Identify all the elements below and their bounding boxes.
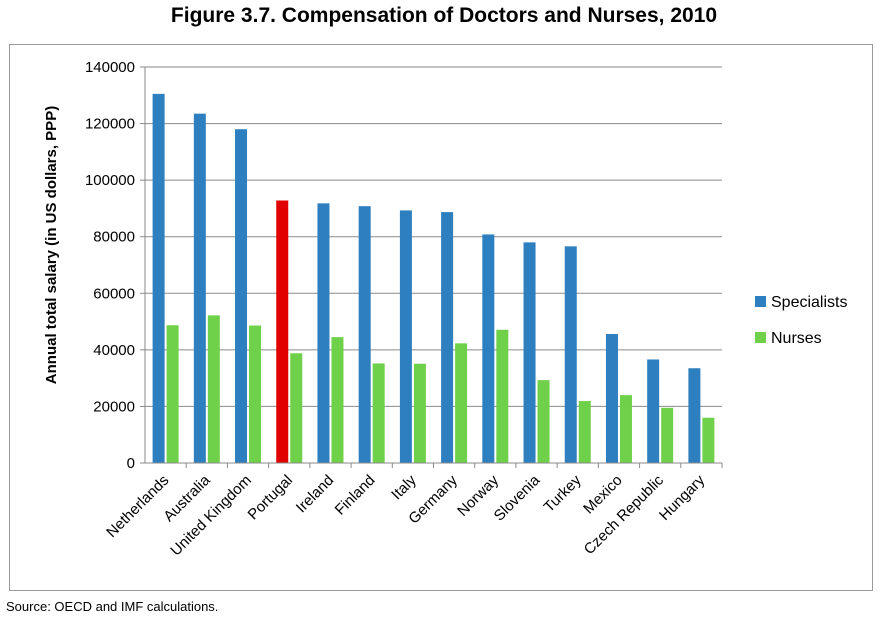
chart-title: Figure 3.7. Compensation of Doctors and … — [170, 4, 718, 27]
x-tick-label: Hungary — [656, 471, 708, 523]
bar-nurses-hungary — [702, 417, 715, 463]
bar-nurses-norway — [496, 329, 509, 463]
bar-specialists-turkey — [564, 246, 577, 463]
bar-nurses-portugal — [290, 353, 303, 463]
bar-specialists-norway — [482, 234, 495, 463]
bar-specialists-germany — [441, 212, 454, 463]
bar-nurses-czech-republic — [661, 407, 674, 463]
bar-specialists-australia — [193, 113, 206, 464]
bar-specialists-ireland — [317, 203, 330, 463]
source-note: Source: OECD and IMF calculations. — [6, 599, 219, 614]
bar-specialists-mexico — [605, 334, 618, 463]
bar-specialists-united-kingdom — [235, 129, 248, 463]
bar-nurses-australia — [207, 315, 220, 463]
bar-nurses-mexico — [619, 395, 632, 463]
y-tick-label: 140000 — [85, 59, 135, 76]
legend-label-specialists: Specialists — [771, 294, 847, 311]
bar-nurses-finland — [372, 363, 385, 463]
bar-nurses-netherlands — [166, 325, 179, 463]
bar-specialists-italy — [399, 210, 412, 463]
y-tick-label: 80000 — [93, 229, 135, 246]
bar-specialists-slovenia — [523, 242, 536, 463]
y-tick-label: 40000 — [93, 342, 135, 359]
bar-nurses-italy — [413, 363, 426, 463]
gridlines — [145, 66, 722, 407]
x-tick-label: Finland — [332, 472, 379, 519]
legend-swatch-specialists — [755, 296, 766, 307]
axes: 0 20000 40000 60000 80000 100000 120000 140000 N… — [43, 59, 723, 559]
bar-nurses-germany — [455, 343, 468, 463]
legend-swatch-nurses — [755, 332, 766, 343]
y-tick-label: 100000 — [85, 172, 135, 189]
bars — [152, 93, 715, 464]
bar-nurses-slovenia — [537, 380, 550, 463]
x-tick-label: Portugal — [245, 472, 297, 524]
bar-specialists-netherlands — [152, 93, 165, 463]
y-tick-label: 120000 — [85, 116, 135, 133]
y-axis-label: Annual total salary (in US dollars, PPP) — [43, 106, 60, 384]
legend: Specialists Nurses — [755, 294, 847, 347]
bar-nurses-united-kingdom — [249, 325, 262, 463]
x-tick-label: Ireland — [293, 472, 337, 516]
y-tick-label: 60000 — [93, 285, 135, 302]
x-tick-label: Slovenia — [491, 471, 544, 524]
y-tick-label: 20000 — [93, 398, 135, 415]
bar-chart: 0 20000 40000 60000 80000 100000 120000 140000 N… — [43, 59, 847, 559]
bar-specialists-finland — [358, 206, 371, 463]
bar-nurses-ireland — [331, 337, 344, 463]
x-tick-label: Italy — [388, 471, 420, 503]
legend-label-nurses: Nurses — [771, 330, 822, 347]
chart-frame — [9, 44, 873, 591]
x-tick-label: Netherlands — [103, 472, 172, 541]
bar-nurses-turkey — [578, 401, 591, 463]
x-tick-label: Turkey — [541, 471, 585, 515]
bar-specialists-portugal — [276, 200, 289, 463]
bar-specialists-hungary — [688, 368, 701, 463]
y-tick-label: 0 — [127, 455, 135, 472]
bar-specialists-czech-republic — [647, 359, 660, 463]
